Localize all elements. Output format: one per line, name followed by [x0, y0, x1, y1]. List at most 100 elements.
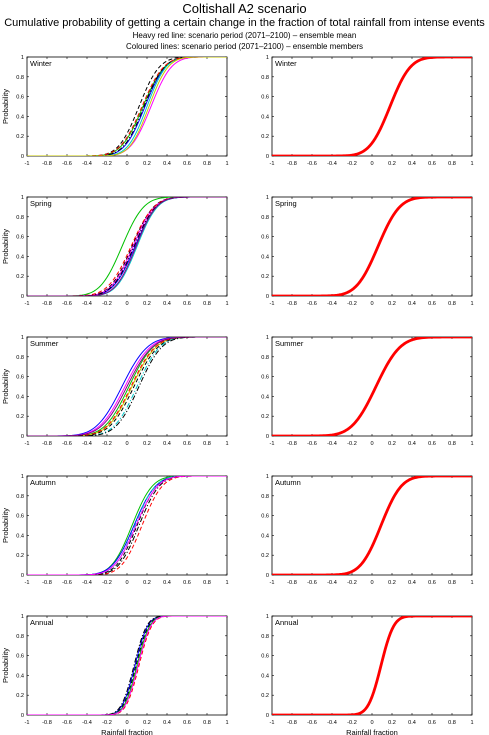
member-curve-4 [27, 476, 227, 575]
x-tick-label: -0.2 [347, 161, 357, 167]
x-tick-label: 0.4 [408, 161, 416, 167]
member-curve-3 [27, 616, 227, 715]
y-tick-label: 0.4 [261, 114, 269, 120]
x-tick-label: 0.6 [183, 580, 191, 586]
x-tick-label: -0.8 [42, 161, 52, 167]
x-tick-label: 0.2 [388, 161, 396, 167]
x-tick-label: -0.8 [287, 720, 297, 726]
season-label-spring: Spring [275, 199, 297, 208]
x-tick-label: 0.8 [448, 580, 456, 586]
x-tick-label: 1 [225, 301, 228, 307]
curves [272, 337, 472, 436]
y-tick-label: 0 [266, 294, 269, 300]
curves [272, 197, 472, 296]
x-tick-label: -0.2 [102, 301, 112, 307]
y-tick-label: 0.4 [261, 533, 269, 539]
plot-frame [26, 475, 228, 576]
x-tick-label: -0.2 [102, 720, 112, 726]
panel-spring-mean: -1 -0.8 -0.6 -0.4 -0.2 0 0.2 0.4 0.6 0.8 1 0 0.2 0.4 0… [261, 195, 473, 307]
y-axis-label: Probability [1, 648, 10, 683]
x-tick-label: 0.4 [408, 301, 416, 307]
x-tick-label: 0 [125, 441, 128, 447]
x-tick-label: -0.8 [287, 580, 297, 586]
ensemble-mean-curve [272, 197, 472, 296]
y-tick-label: 0.6 [16, 235, 24, 241]
panel-annual-members: -1 -0.8 -0.6 -0.4 -0.2 0 0.2 0.4 0.6 0.8 1 0 0.2 0.4 0… [1, 614, 229, 735]
x-tick-label: 1 [470, 441, 473, 447]
panel-winter-mean: -1 -0.8 -0.6 -0.4 -0.2 0 0.2 0.4 0.6 0.8 1 0 0.2 0.4 0… [261, 55, 473, 167]
x-tick-label: -0.6 [62, 441, 72, 447]
member-curve-7 [27, 476, 227, 575]
x-tick-label: 0 [370, 161, 373, 167]
y-tick-label: 0.8 [261, 634, 269, 640]
x-tick-label: -0.8 [287, 301, 297, 307]
y-tick-label: 0.2 [261, 553, 269, 559]
x-tick-label: 1 [225, 441, 228, 447]
x-tick-label: 0 [370, 301, 373, 307]
x-tick-label: -1 [25, 441, 30, 447]
x-tick-label: 0.6 [183, 301, 191, 307]
curves [27, 616, 227, 715]
y-tick-label: 0.2 [16, 414, 24, 420]
x-tick-label: 1 [470, 720, 473, 726]
x-tick-label: 0.6 [428, 580, 436, 586]
x-tick-label: 0 [370, 441, 373, 447]
note-ensemble-mean: Heavy red line: scenario period (2071–21… [132, 31, 357, 40]
y-tick-label: 0.4 [16, 114, 24, 120]
y-axis-label: Probability [1, 229, 10, 264]
member-curve-7 [27, 57, 227, 156]
x-tick-label: -0.2 [347, 301, 357, 307]
y-axis-label: Probability [1, 369, 10, 404]
y-tick-label: 0.2 [261, 134, 269, 140]
x-tick-label: -0.8 [42, 580, 52, 586]
x-tick-label: -0.8 [42, 441, 52, 447]
season-label-autumn: Autumn [30, 478, 56, 487]
y-tick-label: 1 [266, 335, 269, 341]
x-tick-label: 0 [125, 720, 128, 726]
y-tick-label: 0 [266, 573, 269, 579]
x-tick-label: 0.2 [143, 720, 151, 726]
curves [272, 476, 472, 575]
x-tick-label: 0.2 [143, 580, 151, 586]
x-tick-label: -0.6 [307, 161, 317, 167]
x-tick-label: -0.4 [82, 720, 92, 726]
y-tick-label: 0 [21, 713, 24, 719]
y-tick-label: 0.8 [16, 634, 24, 640]
plot-frame [271, 196, 473, 297]
x-tick-label: -0.4 [82, 301, 92, 307]
x-tick-label: 0 [125, 580, 128, 586]
x-tick-label: 0 [125, 301, 128, 307]
x-tick-label: 0.2 [143, 301, 151, 307]
season-label-summer: Summer [30, 339, 59, 348]
y-tick-label: 0.6 [16, 375, 24, 381]
member-curve-8 [27, 57, 227, 156]
ensemble-mean-curve [272, 57, 472, 156]
x-tick-label: -0.4 [327, 720, 337, 726]
x-tick-label: 0.6 [183, 720, 191, 726]
x-tick-label: 1 [225, 580, 228, 586]
y-tick-label: 0.8 [261, 215, 269, 221]
curves [27, 337, 227, 436]
y-axis-label: Probability [1, 508, 10, 543]
member-curve-4 [27, 616, 227, 715]
x-tick-label: -0.6 [307, 720, 317, 726]
y-tick-label: 0.8 [261, 355, 269, 361]
x-tick-label: 0.6 [183, 441, 191, 447]
y-tick-label: 1 [266, 614, 269, 620]
x-tick-label: -0.6 [62, 161, 72, 167]
x-tick-label: -0.4 [82, 580, 92, 586]
y-tick-label: 0.6 [16, 95, 24, 101]
x-tick-label: 0.4 [408, 720, 416, 726]
member-curve-3 [27, 476, 227, 575]
y-tick-label: 0.4 [261, 394, 269, 400]
x-tick-label: 1 [225, 720, 228, 726]
x-tick-label: 0.6 [183, 161, 191, 167]
panel-summer-mean: -1 -0.8 -0.6 -0.4 -0.2 0 0.2 0.4 0.6 0.8 1 0 0.2 0.4 0… [261, 335, 473, 447]
panel-winter-members: -1 -0.8 -0.6 -0.4 -0.2 0 0.2 0.4 0.6 0.8 1 0 0.2 0.4 0… [1, 55, 229, 167]
x-tick-label: 0.4 [163, 301, 171, 307]
x-tick-label: 1 [470, 580, 473, 586]
member-curve-2 [27, 197, 227, 296]
y-tick-label: 0.4 [16, 673, 24, 679]
y-tick-label: 0.6 [261, 235, 269, 241]
member-curve-6 [27, 57, 227, 156]
